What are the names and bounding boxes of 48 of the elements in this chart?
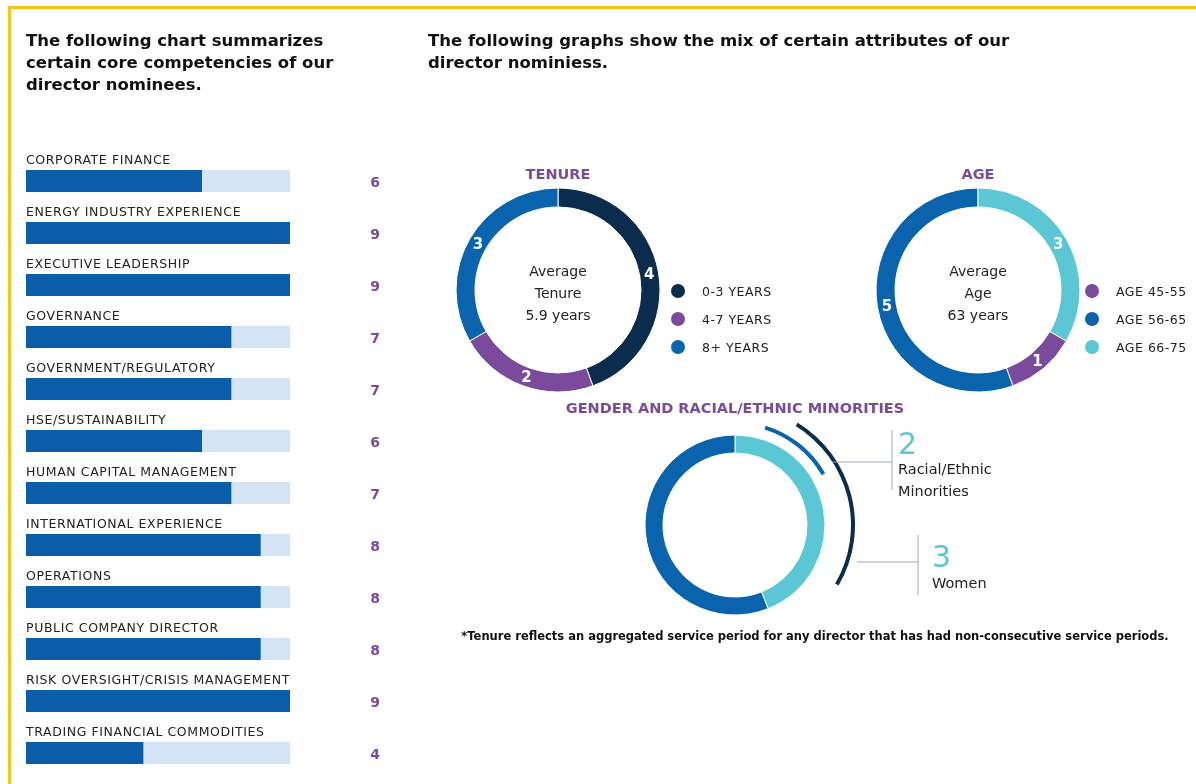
category-label: ENERGY INDUSTRY EXPERIENCE xyxy=(26,204,242,219)
data-label: 1 xyxy=(1032,352,1043,371)
text: Racial/Ethnic Minorities xyxy=(898,461,992,499)
data-label: 9 xyxy=(370,694,380,710)
data-label: 3 xyxy=(472,235,484,253)
category-label: PUBLIC COMPANY DIRECTOR xyxy=(26,620,219,635)
data-label: 7 xyxy=(370,382,380,398)
chart-title: TENURE xyxy=(525,166,591,182)
legend-label: 8+ YEARS xyxy=(702,340,770,355)
legend-label: AGE 45-55 xyxy=(1116,284,1187,299)
chart-title: The following chart summarizes certain core competencies of our director nominees. xyxy=(26,31,335,94)
data-label: 7 xyxy=(370,486,380,502)
text: Women xyxy=(932,575,987,591)
category-label: TRADING FINANCIAL COMMODITIES xyxy=(26,724,265,739)
data-label: 6 xyxy=(370,434,380,450)
category-label: HUMAN CAPITAL MANAGEMENT xyxy=(26,464,237,479)
category-label: OPERATIONS xyxy=(26,568,112,583)
text: *Tenure reflects an aggregated service period for any director that has had non-consecutive service periods. xyxy=(461,629,1169,643)
legend-label: AGE 56-65 xyxy=(1116,312,1187,327)
text: 3 xyxy=(932,539,952,574)
text: 2 xyxy=(898,426,918,461)
data-label: 2 xyxy=(521,368,532,387)
category-label: GOVERNMENT/REGULATORY xyxy=(26,360,216,375)
text: The following graphs show the mix of certain attributes of our director nominiess. xyxy=(428,31,1010,72)
legend-label: 0-3 YEARS xyxy=(702,284,772,299)
data-label: 9 xyxy=(370,278,380,294)
category-label: HSE/SUSTAINABILITY xyxy=(26,412,167,427)
category-label: CORPORATE FINANCE xyxy=(26,152,171,167)
legend-label: AGE 66-75 xyxy=(1116,340,1187,355)
data-label: 8 xyxy=(370,538,380,554)
data-label: 4 xyxy=(643,265,655,284)
data-label: 8 xyxy=(370,642,380,658)
category-label: INTERNATIONAL EXPERIENCE xyxy=(26,516,223,531)
category-label: RISK OVERSIGHT/CRISIS MANAGEMENT xyxy=(26,672,290,687)
text: Average Age 63 years xyxy=(947,263,1009,323)
legend-label: 4-7 YEARS xyxy=(702,312,772,327)
data-label: 4 xyxy=(370,746,381,762)
data-label: 7 xyxy=(370,330,380,346)
data-label: 8 xyxy=(370,590,380,606)
chart-title: AGE xyxy=(961,166,995,182)
data-label: 6 xyxy=(370,174,380,190)
data-label: 9 xyxy=(370,226,380,242)
category-label: EXECUTIVE LEADERSHIP xyxy=(26,256,191,271)
chart-title: GENDER AND RACIAL/ETHNIC MINORITIES xyxy=(565,400,905,416)
data-label: 5 xyxy=(881,297,893,316)
text: Average Tenure 5.9 years xyxy=(525,263,591,323)
category-label: GOVERNANCE xyxy=(26,308,121,323)
data-label: 3 xyxy=(1052,235,1064,253)
